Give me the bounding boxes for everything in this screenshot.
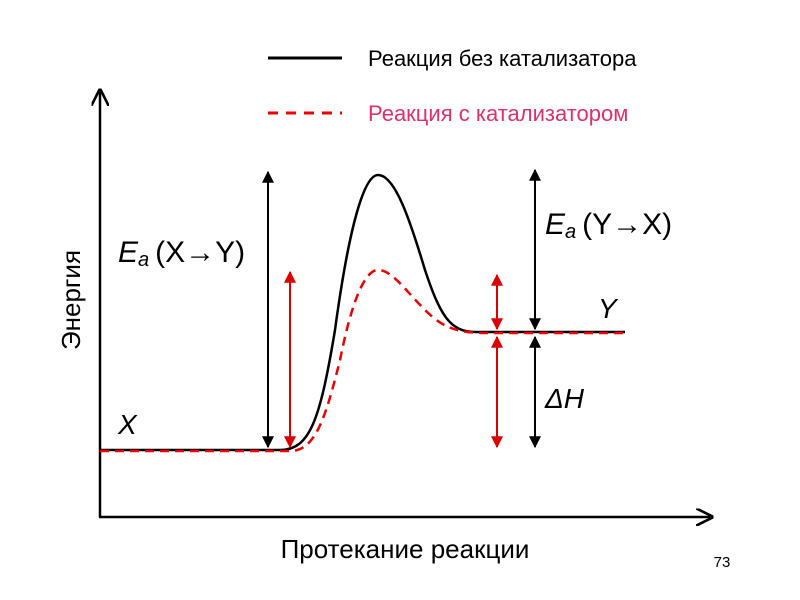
x-axis-label: Протекание реакции — [281, 534, 530, 564]
y-axis-label: Энергия — [56, 250, 86, 350]
ea-reverse-label: Ea (Y→X) — [545, 208, 672, 243]
ea-forward-label: Ea (X→Y) — [118, 236, 245, 271]
delta-h-label: ΔH — [544, 383, 585, 414]
reactant-label: X — [117, 409, 138, 440]
ea-symbol: E — [545, 208, 566, 241]
product-label: Y — [598, 293, 619, 324]
ea-symbol: E — [118, 236, 139, 269]
page-number: 73 — [714, 554, 731, 571]
legend-label: Реакция с катализатором — [368, 101, 628, 126]
curve-catalyzed — [100, 268, 625, 453]
ea-subscript: a — [138, 249, 149, 271]
ea-argument: (Y→X) — [582, 208, 672, 241]
ea-subscript: a — [565, 221, 576, 243]
curve-uncatalyzed — [100, 173, 625, 452]
ea-argument: (X→Y) — [155, 236, 245, 269]
legend-label: Реакция без катализатора — [368, 46, 637, 71]
